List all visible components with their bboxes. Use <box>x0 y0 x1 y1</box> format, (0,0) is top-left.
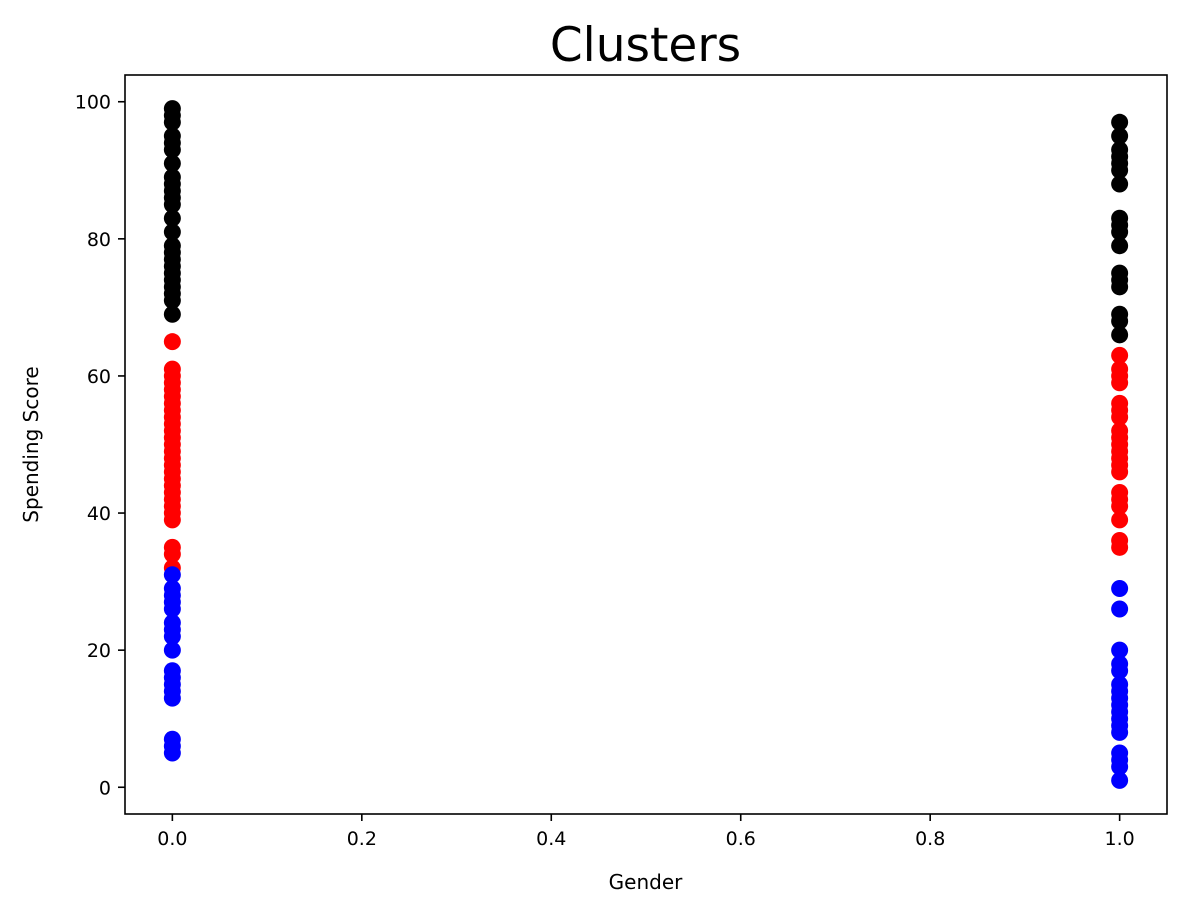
data-point <box>1111 141 1129 159</box>
x-axis-label: Gender <box>609 870 683 894</box>
data-point <box>1111 175 1129 193</box>
data-point <box>163 168 181 186</box>
x-axis-ticks: 0.0 0.2 0.4 0.6 0.8 1.0 <box>157 814 1135 850</box>
data-point <box>1111 264 1129 282</box>
y-tick-label: 80 <box>87 229 111 251</box>
data-point <box>1111 422 1129 440</box>
data-point <box>163 223 181 241</box>
y-axis-label: Spending Score <box>19 366 43 522</box>
data-point <box>1111 771 1129 789</box>
data-point <box>163 538 181 556</box>
y-axis-ticks: 0 20 40 60 80 100 <box>75 92 125 799</box>
data-point <box>163 614 181 632</box>
data-point <box>163 641 181 659</box>
x-tick-label: 0.0 <box>157 828 187 850</box>
data-point <box>1111 579 1129 597</box>
y-tick-label: 60 <box>87 366 111 388</box>
data-point <box>1111 641 1129 659</box>
x-tick-label: 1.0 <box>1105 828 1135 850</box>
data-point <box>163 154 181 172</box>
y-tick-label: 20 <box>87 640 111 662</box>
data-point <box>163 333 181 351</box>
data-point <box>163 360 181 378</box>
data-point <box>1111 209 1129 227</box>
data-point <box>1111 675 1129 693</box>
chart-title: Clusters <box>550 18 741 73</box>
data-point <box>1111 326 1129 344</box>
x-tick-label: 0.8 <box>915 828 945 850</box>
data-point <box>1111 305 1129 323</box>
data-point <box>163 730 181 748</box>
data-point <box>163 100 181 118</box>
y-tick-label: 40 <box>87 503 111 525</box>
data-point <box>1111 346 1129 364</box>
data-point <box>163 305 181 323</box>
data-point <box>1111 394 1129 412</box>
data-point <box>1111 744 1129 762</box>
plot-frame <box>124 74 1168 815</box>
data-point <box>1111 511 1129 529</box>
points-layer <box>163 100 1129 789</box>
data-point <box>163 579 181 597</box>
data-point <box>163 662 181 680</box>
y-tick-label: 0 <box>99 777 111 799</box>
data-point <box>1111 531 1129 549</box>
data-point <box>1111 600 1129 618</box>
x-tick-label: 0.6 <box>726 828 756 850</box>
data-point <box>1111 655 1129 673</box>
data-point <box>163 566 181 584</box>
x-tick-label: 0.2 <box>347 828 377 850</box>
data-point <box>163 127 181 145</box>
data-point <box>1111 360 1129 378</box>
data-point <box>163 237 181 255</box>
data-point <box>1111 127 1129 145</box>
data-point <box>1111 483 1129 501</box>
data-point <box>1111 113 1129 131</box>
x-tick-label: 0.4 <box>536 828 566 850</box>
data-point <box>1111 237 1129 255</box>
data-point <box>163 209 181 227</box>
y-tick-label: 100 <box>75 92 111 114</box>
